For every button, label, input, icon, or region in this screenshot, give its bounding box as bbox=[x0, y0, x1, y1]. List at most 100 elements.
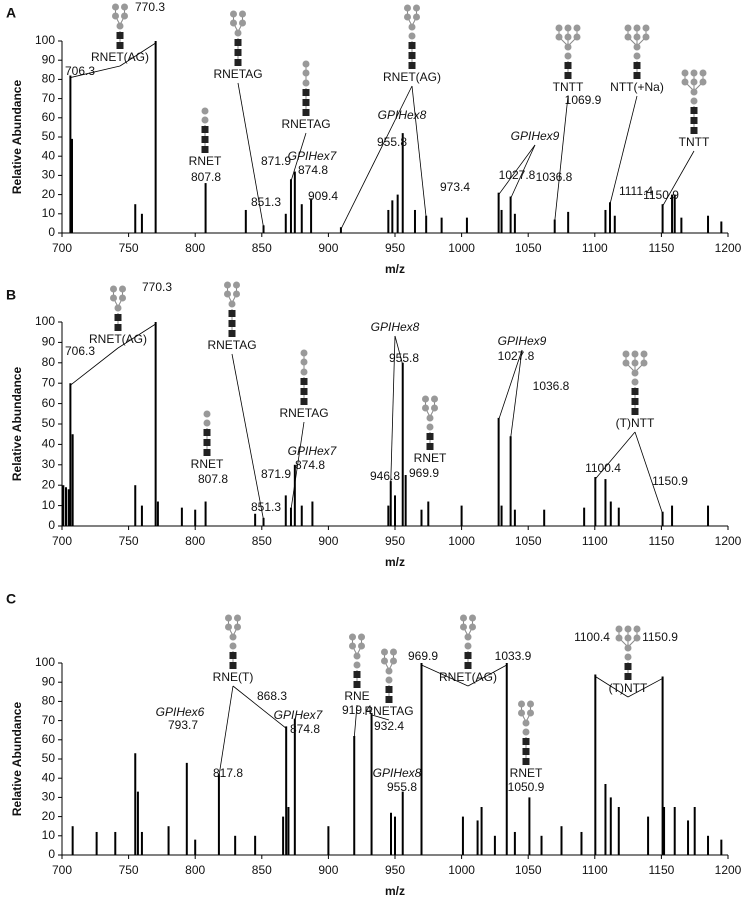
glycan-residue bbox=[624, 625, 632, 633]
annotation: GPIHex6 bbox=[156, 705, 205, 719]
glycan-residue bbox=[385, 676, 393, 684]
glycan-residue bbox=[225, 623, 232, 631]
glycan-residue bbox=[121, 3, 128, 11]
leader-line bbox=[70, 65, 121, 78]
peak-mz-label: 817.8 bbox=[213, 766, 243, 780]
glycan-residue bbox=[390, 648, 397, 656]
peak-mz-label: 969.9 bbox=[409, 466, 439, 480]
glycan-residue bbox=[228, 320, 236, 327]
x-tick-label: 1150 bbox=[648, 534, 674, 548]
glycan-residue bbox=[302, 60, 310, 68]
y-tick-label: 70 bbox=[42, 713, 56, 727]
peak-mz-label: 871.9 bbox=[261, 154, 291, 168]
leader-line bbox=[290, 132, 307, 182]
glycan-residue bbox=[690, 97, 698, 105]
x-tick-label: 700 bbox=[52, 534, 72, 548]
glycan-residue bbox=[353, 652, 361, 660]
glycan-residue bbox=[385, 667, 393, 675]
y-tick-label: 60 bbox=[42, 732, 56, 746]
glycan-residue bbox=[228, 330, 236, 337]
x-tick-label: 750 bbox=[119, 534, 139, 548]
peak-mz-label: 706.3 bbox=[65, 344, 95, 358]
glycan-residue bbox=[564, 52, 572, 60]
peak-mz-label: 1069.9 bbox=[565, 93, 602, 107]
glycan-residue bbox=[224, 281, 231, 289]
glycan-residue bbox=[201, 126, 209, 133]
glycan-residue bbox=[203, 439, 211, 446]
leader-line bbox=[394, 335, 404, 365]
x-tick-label: 1050 bbox=[515, 863, 542, 877]
glycan-residue bbox=[413, 13, 420, 21]
y-tick-label: 100 bbox=[35, 33, 55, 47]
leader-line bbox=[119, 42, 156, 67]
annotation: TNTT bbox=[553, 80, 584, 94]
glycan-residue bbox=[234, 59, 242, 66]
glycan-residue bbox=[116, 32, 124, 39]
glycan-residue bbox=[631, 398, 639, 405]
annotation: RNETAG bbox=[279, 406, 328, 420]
glycan-residue bbox=[234, 623, 241, 631]
y-axis-label: Relative Abundance bbox=[10, 367, 24, 482]
panel-label: C bbox=[6, 591, 16, 607]
glycan-residue bbox=[464, 652, 472, 659]
glycan-residue bbox=[633, 24, 641, 32]
leader-line bbox=[231, 353, 264, 520]
x-tick-label: 950 bbox=[385, 863, 405, 877]
leader-line bbox=[595, 431, 636, 480]
peak-mz-label: 955.8 bbox=[389, 351, 419, 365]
annotation: GPIHex9 bbox=[498, 334, 547, 348]
glycan-residue bbox=[353, 681, 361, 688]
glycan-residue bbox=[633, 52, 641, 60]
glycan-residue bbox=[110, 285, 117, 293]
glycan-residue bbox=[385, 696, 393, 703]
leader-line bbox=[634, 431, 663, 514]
y-tick-label: 50 bbox=[42, 416, 56, 430]
glycan-residue bbox=[522, 738, 530, 745]
peak-mz-label: 851.3 bbox=[251, 195, 281, 209]
x-tick-label: 1000 bbox=[448, 863, 475, 877]
glycan-residue bbox=[300, 358, 308, 366]
glycan-residue bbox=[302, 89, 310, 96]
glycan-residue bbox=[300, 368, 308, 376]
glycan-residue bbox=[631, 408, 639, 415]
glycan-residue bbox=[302, 69, 310, 77]
peak-mz-label: 1150.9 bbox=[643, 188, 679, 202]
glycan-residue bbox=[624, 634, 632, 642]
y-tick-label: 90 bbox=[42, 52, 56, 66]
glycan-residue bbox=[239, 10, 246, 18]
leader-line bbox=[467, 664, 507, 687]
peak-mz-label: 1027.8 bbox=[498, 349, 535, 363]
x-tick-label: 1150 bbox=[648, 241, 674, 255]
panel-label: A bbox=[6, 5, 16, 21]
glycan-residue bbox=[522, 719, 530, 727]
x-tick-label: 700 bbox=[52, 241, 72, 255]
peak-mz-label: 1100.4 bbox=[585, 461, 621, 475]
annotation: GPIHex8 bbox=[373, 766, 422, 780]
glycan-residue bbox=[522, 758, 530, 765]
glycan-residue bbox=[114, 304, 122, 312]
annotation: RNET(AG) bbox=[89, 332, 147, 346]
glycan-residue bbox=[690, 78, 698, 86]
glycan-residue bbox=[302, 99, 310, 106]
glycan-residue bbox=[460, 623, 467, 631]
glycan-residue bbox=[631, 378, 639, 386]
peak-mz-label: 969.9 bbox=[408, 649, 438, 663]
annotation: RNET bbox=[189, 154, 222, 168]
y-tick-label: 90 bbox=[42, 674, 56, 688]
annotation: RNET(AG) bbox=[383, 70, 441, 84]
glycan-residue bbox=[624, 663, 632, 670]
glycan-residue bbox=[690, 117, 698, 124]
annotation: RNETAG bbox=[364, 704, 413, 718]
y-tick-label: 40 bbox=[42, 148, 56, 162]
glycan-residue bbox=[203, 429, 211, 436]
peak-mz-label: 1033.9 bbox=[495, 649, 532, 663]
glycan-residue bbox=[624, 644, 632, 652]
x-tick-label: 800 bbox=[185, 534, 205, 548]
glycan-residue bbox=[116, 42, 124, 49]
glycan-residue bbox=[114, 314, 122, 321]
y-tick-label: 80 bbox=[42, 355, 56, 369]
glycan-residue bbox=[229, 633, 237, 641]
glycan-residue bbox=[522, 748, 530, 755]
glycan-residue bbox=[119, 285, 126, 293]
peak-mz-label: 1050.9 bbox=[508, 780, 545, 794]
